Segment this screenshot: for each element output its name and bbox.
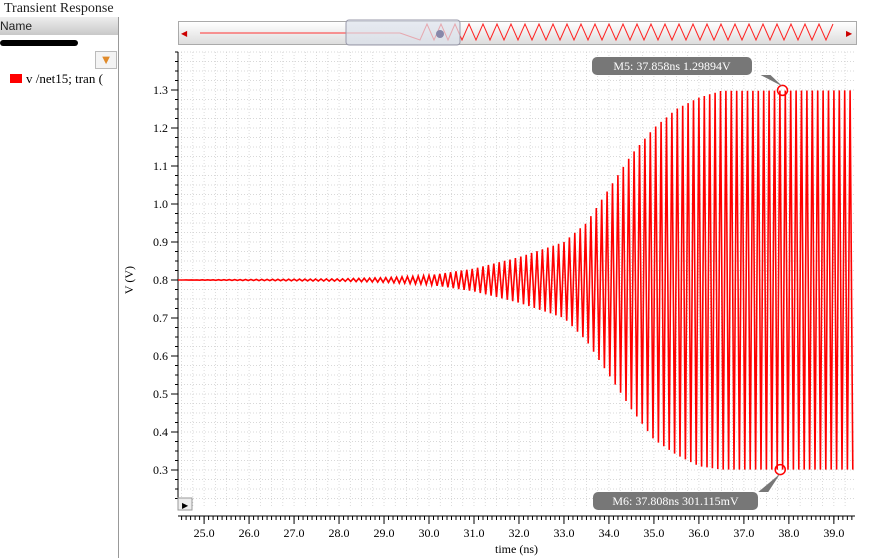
x-tick-label: 27.0	[284, 526, 305, 540]
overview-trace	[399, 22, 834, 42]
y-axis-label: V (V)	[122, 266, 136, 294]
y-tick-label: 1.2	[153, 121, 168, 135]
legend-swatch	[10, 74, 22, 83]
y-tick-label: 0.8	[153, 273, 168, 287]
x-tick-label: 25.0	[194, 526, 215, 540]
arrow-right-icon: ▶	[846, 29, 853, 38]
x-tick-label: 38.0	[778, 526, 799, 540]
arrow-left-icon: ◀	[181, 29, 188, 38]
x-axis-label: time (ns)	[495, 542, 538, 556]
x-tick-label: 39.0	[823, 526, 844, 540]
y-tick-label: 0.3	[153, 463, 168, 477]
play-icon: ▶	[182, 501, 189, 510]
legend-panel: Name ▼ v /net15; tran (	[0, 17, 119, 558]
play-button	[177, 497, 193, 511]
marker-label: M6: 37.808ns 301.115mV	[612, 494, 739, 508]
x-tick-label: 32.0	[508, 526, 529, 540]
legend-entry[interactable]: v /net15; tran (	[4, 71, 103, 87]
marker-circle	[776, 84, 789, 97]
x-tick-label: 26.0	[239, 526, 260, 540]
x-tick-label: 37.0	[733, 526, 754, 540]
marker-circle	[774, 463, 786, 476]
window-title: Transient Response	[4, 1, 114, 16]
x-tick-label: 31.0	[463, 526, 484, 540]
x-tick-label: 34.0	[598, 526, 619, 540]
y-tick-label: 1.0	[153, 197, 168, 211]
y-tick-label: 1.1	[153, 159, 168, 173]
x-tick-label: 36.0	[688, 526, 709, 540]
marker-callout-pointer	[758, 473, 781, 492]
overview-thumb	[345, 19, 461, 46]
x-tick-label: 35.0	[643, 526, 664, 540]
x-tick-label: 29.0	[374, 526, 395, 540]
y-tick-label: 0.6	[153, 349, 168, 363]
y-tick-label: 0.5	[153, 387, 168, 401]
y-tick-label: 0.9	[153, 235, 168, 249]
x-tick-label: 28.0	[329, 526, 350, 540]
y-tick-label: 0.7	[153, 311, 168, 325]
marker-label: M5: 37.858ns 1.29894V	[613, 59, 731, 73]
name-column-header[interactable]: Name	[0, 17, 118, 35]
funnel-icon[interactable]: ▼	[95, 51, 117, 69]
scrollbar[interactable]	[0, 40, 78, 46]
legend-label: v /net15; tran (	[26, 71, 103, 86]
x-tick-label: 30.0	[419, 526, 440, 540]
marker-callout	[592, 57, 752, 75]
marker-callout	[593, 492, 758, 510]
waveform-line	[178, 90, 854, 470]
y-tick-label: 1.3	[153, 83, 168, 97]
y-tick-label: 0.4	[153, 425, 168, 439]
marker-callout-pointer	[760, 75, 783, 87]
zoom-handle-icon	[436, 30, 444, 38]
x-tick-label: 33.0	[553, 526, 574, 540]
